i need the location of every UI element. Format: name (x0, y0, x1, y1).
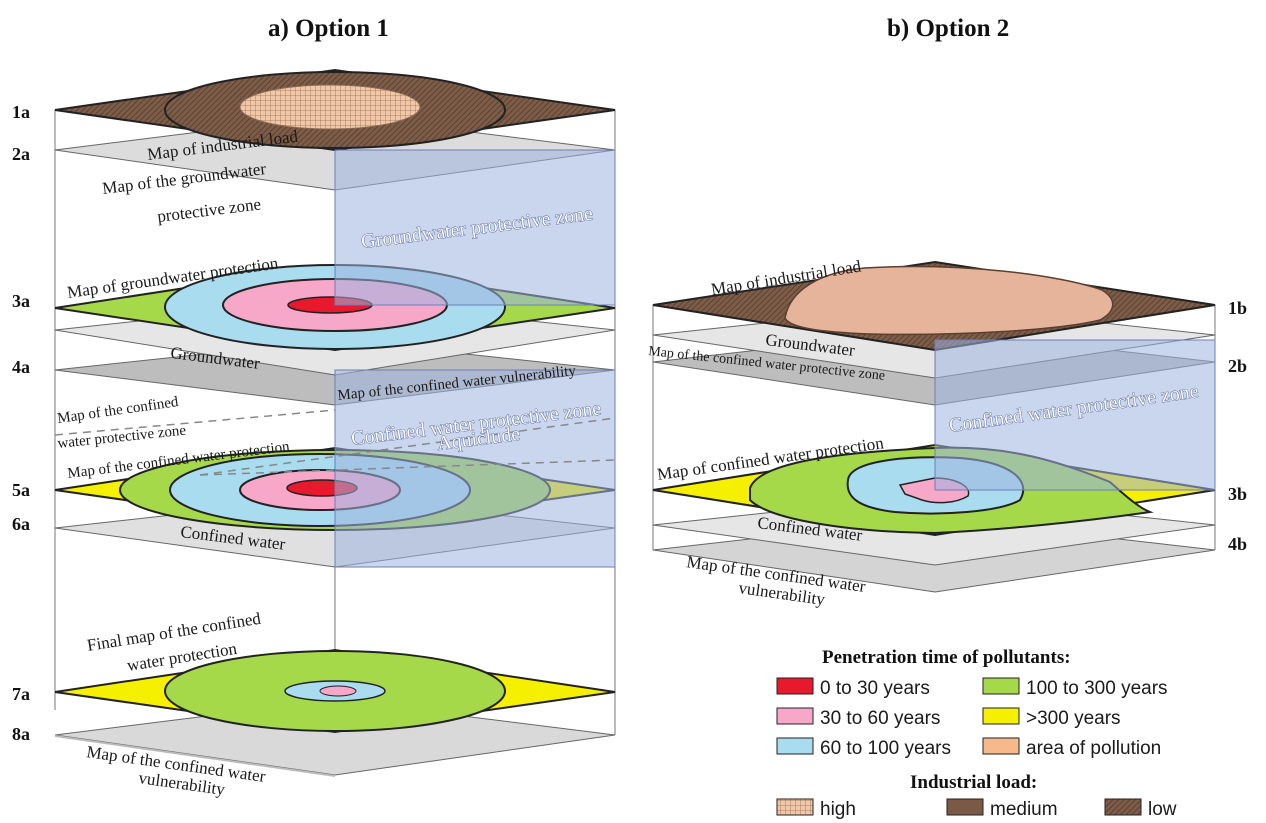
projection-line (54, 409, 336, 436)
option2-stack: Confined water protective zone Map of in… (648, 256, 1247, 609)
label-cw-zone-1: Map of the confined (56, 394, 180, 427)
layer-id-1b: 1b (1228, 298, 1247, 318)
groundwater-protective-zone (334, 149, 616, 306)
option1-stack: Groundwater protective zone Confined wat… (12, 68, 616, 799)
legend-item-label: 60 to 100 years (820, 738, 951, 759)
legend-swatch (776, 737, 814, 755)
legend-industrial-title: Industrial load: (910, 772, 1037, 793)
legend-swatch (776, 677, 814, 695)
area-of-pollution (784, 265, 1114, 336)
legend-swatch (776, 707, 814, 725)
layer-id-3a: 3a (12, 291, 30, 311)
legend-swatch-medium (946, 798, 984, 816)
zone-high (239, 84, 421, 130)
legend-item-label: 30 to 60 years (820, 708, 940, 729)
legend-penetration-title: Penetration time of pollutants: (822, 647, 1071, 668)
legend-item-label: area of pollution (1026, 738, 1161, 759)
legend-swatch (982, 737, 1020, 755)
layer-id-2b: 2b (1228, 356, 1247, 376)
zone-30-60 (319, 685, 357, 697)
layer-id-4b: 4b (1228, 534, 1247, 554)
layer-id-6a: 6a (12, 514, 30, 534)
legend-item-label: >300 years (1026, 708, 1121, 729)
option1-title: a) Option 1 (268, 15, 389, 42)
legend-swatch (982, 677, 1020, 695)
layer-id-4a: 4a (12, 357, 30, 377)
legend-swatch-high (776, 798, 814, 816)
legend: Penetration time of pollutants: 0 to 30 … (776, 647, 1177, 820)
legend-item-label: low (1148, 799, 1177, 820)
layer-id-1a: 1a (12, 102, 30, 122)
confined-protective-zone (934, 339, 1216, 491)
layer-id-7a: 7a (12, 684, 30, 704)
label-cw-zone-2: water protective zone (57, 423, 187, 452)
layer-id-3b: 3b (1228, 484, 1247, 504)
legend-item-label: high (820, 799, 856, 820)
legend-item-label: 100 to 300 years (1026, 678, 1168, 699)
confined-protective-zone (334, 369, 616, 568)
label-gw-zone-2: protective zone (156, 194, 262, 226)
layer-8a-edge (55, 735, 335, 777)
legend-item-label: 0 to 30 years (820, 678, 930, 699)
legend-swatch (982, 707, 1020, 725)
layer-id-2a: 2a (12, 144, 30, 164)
legend-item-label: medium (990, 799, 1058, 820)
layer-id-5a: 5a (12, 480, 30, 500)
legend-swatch-low (1104, 798, 1142, 816)
option2-title: b) Option 2 (887, 15, 1009, 42)
layer-id-8a: 8a (12, 724, 30, 744)
